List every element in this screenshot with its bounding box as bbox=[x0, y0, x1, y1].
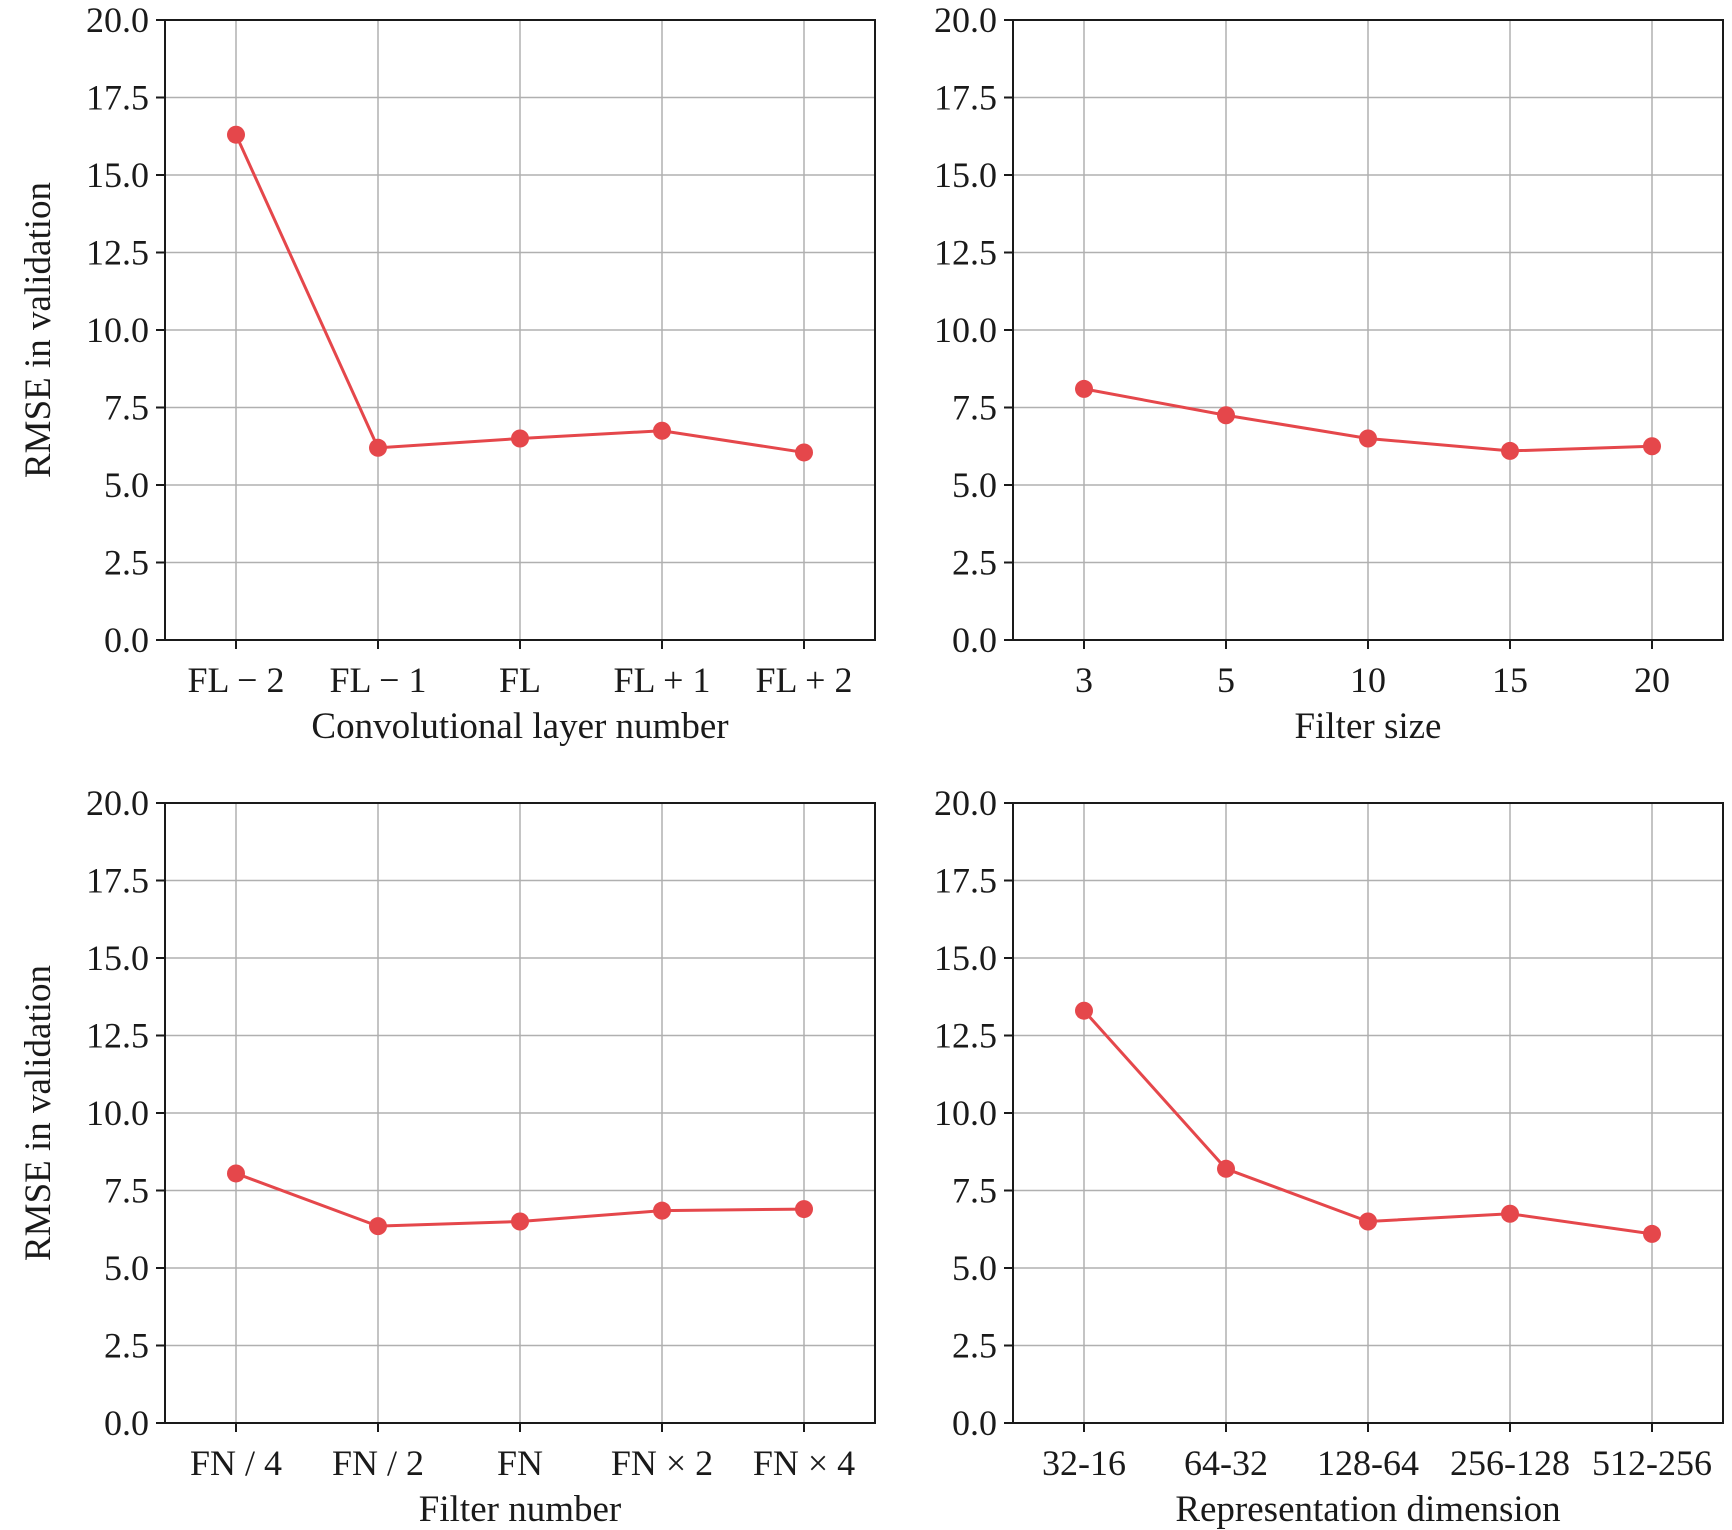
x-axis-label: Filter size bbox=[1295, 706, 1442, 747]
x-tick-label: 32-16 bbox=[1042, 1443, 1126, 1483]
x-tick-label: 512-256 bbox=[1592, 1443, 1712, 1483]
data-point bbox=[1359, 1212, 1377, 1231]
x-tick-label: FN / 2 bbox=[332, 1443, 424, 1483]
y-axis-label: RMSE in validation bbox=[18, 182, 59, 478]
y-tick-label: 7.5 bbox=[952, 1171, 997, 1211]
y-tick-label: 2.5 bbox=[104, 1326, 149, 1366]
y-tick-label: 15.0 bbox=[934, 938, 997, 978]
y-tick-label: 0.0 bbox=[952, 620, 997, 660]
y-tick-label: 20.0 bbox=[934, 783, 997, 823]
plot-frame bbox=[164, 19, 876, 641]
chart-panel-top-left: 0.0 2.5 5.0 7.5 10.0 12.5 15.0 17.5 20.0 FL − 2 FL… bbox=[18, 0, 876, 747]
chart-panel-bottom-right: 0.0 2.5 5.0 7.5 10.0 12.5 15.0 17.5 20.0 32-16 64-… bbox=[934, 783, 1724, 1530]
y-tick-label: 2.5 bbox=[104, 543, 149, 583]
data-point bbox=[795, 1200, 813, 1219]
data-point bbox=[369, 1217, 387, 1236]
x-tick-label: FL bbox=[499, 660, 541, 700]
y-tick-label: 20.0 bbox=[934, 0, 997, 40]
data-point bbox=[511, 429, 529, 448]
plot-frame bbox=[1012, 802, 1724, 1424]
y-tick-label: 10.0 bbox=[86, 1093, 149, 1133]
x-tick-label: FN / 4 bbox=[190, 1443, 282, 1483]
data-point bbox=[1643, 437, 1661, 456]
x-tick-label: 5 bbox=[1217, 660, 1235, 700]
y-tick-label: 17.5 bbox=[934, 78, 997, 118]
y-tick-label: 10.0 bbox=[934, 1093, 997, 1133]
y-tick-label: 15.0 bbox=[86, 938, 149, 978]
x-tick-label: FL + 2 bbox=[756, 660, 853, 700]
y-axis-label: RMSE in validation bbox=[18, 965, 59, 1261]
y-tick-label: 12.5 bbox=[934, 233, 997, 273]
y-tick-label: 7.5 bbox=[104, 1171, 149, 1211]
data-point bbox=[227, 1164, 245, 1183]
y-tick-label: 0.0 bbox=[104, 1403, 149, 1443]
x-tick-label: 256-128 bbox=[1450, 1443, 1570, 1483]
y-tick-label: 7.5 bbox=[104, 388, 149, 428]
data-point bbox=[1217, 406, 1235, 425]
y-tick-label: 17.5 bbox=[934, 861, 997, 901]
y-tick-label: 17.5 bbox=[86, 78, 149, 118]
data-point bbox=[795, 443, 813, 462]
x-tick-label: FN bbox=[497, 1443, 543, 1483]
x-axis-label: Convolutional layer number bbox=[311, 706, 728, 747]
y-tick-label: 17.5 bbox=[86, 861, 149, 901]
plot-frame bbox=[1012, 19, 1724, 641]
y-tick-label: 5.0 bbox=[952, 465, 997, 505]
x-tick-label: 3 bbox=[1075, 660, 1093, 700]
x-tick-label: 10 bbox=[1350, 660, 1386, 700]
data-point bbox=[511, 1212, 529, 1231]
y-tick-label: 0.0 bbox=[952, 1403, 997, 1443]
data-point bbox=[1359, 429, 1377, 448]
x-tick-label: 64-32 bbox=[1184, 1443, 1268, 1483]
y-tick-label: 15.0 bbox=[86, 155, 149, 195]
y-tick-label: 20.0 bbox=[86, 783, 149, 823]
x-tick-label: FL − 1 bbox=[330, 660, 427, 700]
plot-frame bbox=[164, 802, 876, 1424]
y-tick-label: 15.0 bbox=[934, 155, 997, 195]
x-tick-label: FL − 2 bbox=[188, 660, 285, 700]
x-tick-label: FN × 4 bbox=[753, 1443, 855, 1483]
data-point bbox=[369, 438, 387, 457]
data-point bbox=[653, 421, 671, 440]
x-tick-label: 15 bbox=[1492, 660, 1528, 700]
x-axis-label: Filter number bbox=[419, 1489, 621, 1530]
y-tick-label: 0.0 bbox=[104, 620, 149, 660]
y-tick-label: 12.5 bbox=[86, 1016, 149, 1056]
data-point bbox=[1075, 379, 1093, 398]
y-tick-label: 7.5 bbox=[952, 388, 997, 428]
data-point bbox=[227, 125, 245, 144]
chart-panel-top-right: 0.0 2.5 5.0 7.5 10.0 12.5 15.0 17.5 20.0 3 5 10 15 20… bbox=[934, 0, 1724, 747]
y-tick-label: 5.0 bbox=[952, 1248, 997, 1288]
x-tick-label: 20 bbox=[1634, 660, 1670, 700]
y-tick-label: 10.0 bbox=[934, 310, 997, 350]
y-tick-label: 10.0 bbox=[86, 310, 149, 350]
chart-panel-bottom-left: 0.0 2.5 5.0 7.5 10.0 12.5 15.0 17.5 20.0 FN / 4 FN… bbox=[18, 783, 876, 1530]
y-tick-label: 5.0 bbox=[104, 1248, 149, 1288]
y-tick-label: 2.5 bbox=[952, 543, 997, 583]
data-point bbox=[1075, 1001, 1093, 1020]
x-tick-label: 128-64 bbox=[1317, 1443, 1419, 1483]
x-axis-label: Representation dimension bbox=[1175, 1489, 1560, 1530]
y-tick-label: 2.5 bbox=[952, 1326, 997, 1366]
data-point bbox=[653, 1201, 671, 1220]
y-tick-label: 5.0 bbox=[104, 465, 149, 505]
x-tick-label: FL + 1 bbox=[614, 660, 711, 700]
data-point bbox=[1643, 1224, 1661, 1243]
data-point bbox=[1501, 441, 1519, 460]
data-point bbox=[1501, 1204, 1519, 1223]
y-tick-label: 12.5 bbox=[934, 1016, 997, 1056]
data-point bbox=[1217, 1159, 1235, 1178]
y-tick-label: 20.0 bbox=[86, 0, 149, 40]
y-tick-label: 12.5 bbox=[86, 233, 149, 273]
x-tick-label: FN × 2 bbox=[611, 1443, 713, 1483]
